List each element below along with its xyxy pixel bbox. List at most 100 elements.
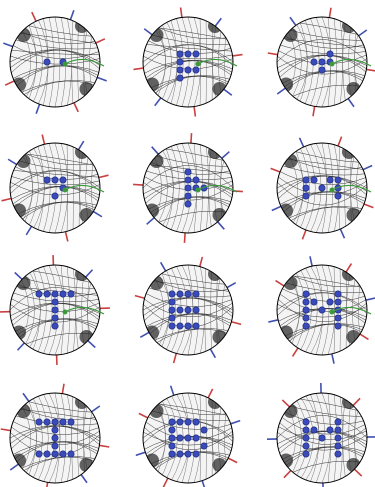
bead [319, 435, 325, 441]
bead [52, 307, 58, 313]
bead [36, 451, 42, 457]
bead [185, 451, 191, 457]
tracer [330, 188, 335, 193]
bead [177, 59, 183, 65]
bead [303, 193, 309, 199]
bead [193, 307, 199, 313]
bead [303, 291, 309, 297]
bead [185, 185, 191, 191]
bead [169, 443, 175, 449]
bead [68, 291, 74, 297]
bead [303, 315, 309, 321]
bead [335, 291, 341, 297]
bead [335, 451, 341, 457]
bead [185, 201, 191, 207]
bead [311, 427, 317, 433]
bead [319, 59, 325, 65]
bead [311, 177, 317, 183]
bead [193, 451, 199, 457]
panel [0, 255, 110, 365]
bead [52, 315, 58, 321]
bead [319, 67, 325, 73]
bead [303, 443, 309, 449]
bead [60, 451, 66, 457]
panel [134, 8, 243, 117]
bead [185, 177, 191, 183]
tracer [330, 310, 335, 315]
bead [193, 419, 199, 425]
bead [169, 291, 175, 297]
bead [303, 299, 309, 305]
bead [303, 427, 309, 433]
bead [303, 323, 309, 329]
bead [177, 75, 183, 81]
bead [193, 435, 199, 441]
bead [319, 185, 325, 191]
bead [52, 177, 58, 183]
bead [303, 419, 309, 425]
bead [193, 323, 199, 329]
bead [335, 419, 341, 425]
bead [303, 177, 309, 183]
bead [327, 51, 333, 57]
bead [52, 427, 58, 433]
bead [177, 51, 183, 57]
bead [169, 419, 175, 425]
tracer [330, 62, 335, 67]
bead [335, 435, 341, 441]
panel [267, 383, 375, 487]
bead [303, 451, 309, 457]
bead [185, 51, 191, 57]
bead [177, 291, 183, 297]
bead [52, 291, 58, 297]
bead [185, 435, 191, 441]
bead [52, 435, 58, 441]
bead [44, 451, 50, 457]
bead [335, 443, 341, 449]
bead [169, 323, 175, 329]
panel [136, 386, 240, 487]
bead [177, 451, 183, 457]
bead [193, 177, 199, 183]
bead [52, 443, 58, 449]
bead [177, 435, 183, 441]
bead [335, 323, 341, 329]
bead [169, 307, 175, 313]
figure [0, 0, 375, 487]
bead [52, 299, 58, 305]
bead [185, 67, 191, 73]
bead [335, 193, 341, 199]
bead [201, 427, 207, 433]
bead [185, 419, 191, 425]
tracer [196, 62, 201, 67]
bead [185, 291, 191, 297]
panel [1, 384, 110, 487]
bead [185, 323, 191, 329]
bead [169, 451, 175, 457]
bead [169, 299, 175, 305]
panel [268, 256, 375, 363]
panel [133, 133, 243, 243]
panel [2, 135, 109, 242]
bead [193, 51, 199, 57]
bead [303, 307, 309, 313]
tracer [63, 188, 68, 193]
bead [335, 299, 341, 305]
bead [36, 419, 42, 425]
panel [271, 137, 374, 240]
bead [44, 419, 50, 425]
bead [185, 169, 191, 175]
bead [177, 323, 183, 329]
bead [52, 451, 58, 457]
bead [177, 67, 183, 73]
bead [52, 193, 58, 199]
bead [327, 299, 333, 305]
bead [311, 299, 317, 305]
panel [3, 10, 106, 113]
bead [169, 315, 175, 321]
bead [177, 419, 183, 425]
bead [44, 291, 50, 297]
bead [193, 291, 199, 297]
bead [311, 59, 317, 65]
bead [335, 427, 341, 433]
